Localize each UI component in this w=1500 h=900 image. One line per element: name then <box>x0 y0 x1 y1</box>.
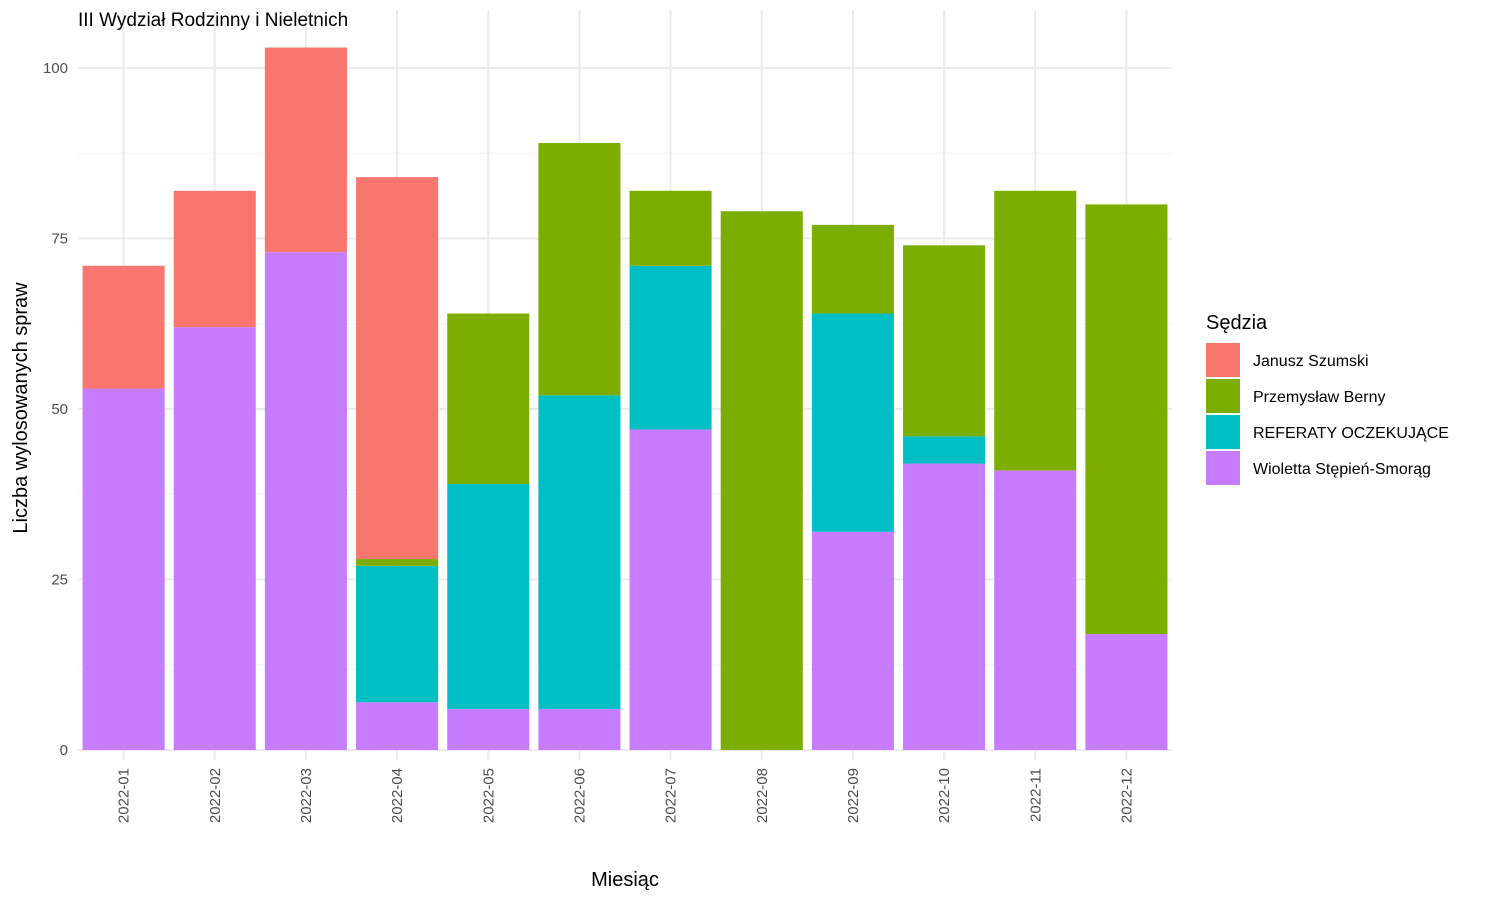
bar-2022-04-wioletta-st-pie-smor-g <box>356 702 439 750</box>
y-tick-label: 50 <box>51 401 68 418</box>
bar-2022-07-wioletta-st-pie-smor-g <box>629 429 712 750</box>
y-tick-label: 75 <box>51 231 68 248</box>
y-axis-ticks: 0 25 50 75 100 <box>43 60 68 759</box>
x-tick-label: 2022-06 <box>571 768 588 823</box>
bar-2022-02-wioletta-st-pie-smor-g <box>173 327 256 750</box>
legend-swatch <box>1206 379 1240 413</box>
bar-2022-07-referaty-oczekuj-ce <box>629 265 712 430</box>
x-tick-label: 2022-07 <box>663 768 680 823</box>
bar-2022-10-referaty-oczekuj-ce <box>903 436 986 464</box>
bar-2022-09-przemys-aw-berny <box>811 224 894 314</box>
y-tick-label: 0 <box>60 742 68 759</box>
legend-label: REFERATY OCZEKUJĄCE <box>1253 425 1449 442</box>
bar-2022-04-janusz-szumski <box>356 177 439 560</box>
bar-2022-03-wioletta-st-pie-smor-g <box>264 252 347 750</box>
bar-2022-04-referaty-oczekuj-ce <box>356 565 439 703</box>
bar-2022-06-wioletta-st-pie-smor-g <box>538 709 621 750</box>
bar-2022-10-wioletta-st-pie-smor-g <box>903 463 986 750</box>
legend-label: Janusz Szumski <box>1253 353 1369 370</box>
x-tick-label: 2022-03 <box>298 768 315 823</box>
bar-2022-05-referaty-oczekuj-ce <box>447 484 530 710</box>
legend-title: Sędzia <box>1206 312 1268 334</box>
x-tick-label: 2022-08 <box>754 768 771 823</box>
legend-swatch <box>1206 451 1240 485</box>
bar-2022-08-przemys-aw-berny <box>720 211 803 751</box>
x-tick-label: 2022-02 <box>207 768 224 823</box>
x-tick-label: 2022-01 <box>116 768 133 823</box>
bar-2022-05-przemys-aw-berny <box>447 313 530 485</box>
bar-2022-11-przemys-aw-berny <box>994 190 1077 471</box>
bar-2022-06-referaty-oczekuj-ce <box>538 395 621 710</box>
y-axis-title: Liczba wylosowanych spraw <box>10 282 32 534</box>
x-tick-label: 2022-10 <box>936 768 953 823</box>
y-tick-label: 25 <box>51 572 68 589</box>
x-axis-ticks: 2022-01 2022-02 2022-03 2022-04 2022-05 2022-… <box>116 768 1136 823</box>
bar-2022-06-przemys-aw-berny <box>538 143 621 396</box>
bar-2022-07-przemys-aw-berny <box>629 190 712 266</box>
x-tick-label: 2022-11 <box>1027 768 1044 822</box>
legend-swatch <box>1206 415 1240 449</box>
x-tick-label: 2022-09 <box>845 768 862 823</box>
x-tick-label: 2022-12 <box>1118 768 1135 823</box>
bar-2022-09-referaty-oczekuj-ce <box>811 313 894 532</box>
legend-label: Wioletta Stępień-Smorąg <box>1253 461 1431 478</box>
bars <box>82 47 1168 751</box>
bar-2022-01-janusz-szumski <box>82 265 165 389</box>
chart-title: III Wydział Rodzinny i Nieletnich <box>78 10 348 31</box>
bar-2022-05-wioletta-st-pie-smor-g <box>447 709 530 750</box>
x-tick-label: 2022-05 <box>480 768 497 823</box>
bar-2022-09-wioletta-st-pie-smor-g <box>811 531 894 750</box>
bar-2022-12-wioletta-st-pie-smor-g <box>1085 634 1168 750</box>
bar-2022-12-przemys-aw-berny <box>1085 204 1168 635</box>
bar-2022-10-przemys-aw-berny <box>903 245 986 437</box>
legend-swatch <box>1206 343 1240 377</box>
bar-2022-11-wioletta-st-pie-smor-g <box>994 470 1077 750</box>
bar-2022-01-wioletta-st-pie-smor-g <box>82 388 165 750</box>
bar-2022-02-janusz-szumski <box>173 190 256 328</box>
x-axis-title: Miesiąc <box>591 869 659 891</box>
y-tick-label: 100 <box>43 60 68 77</box>
legend: Sędzia Janusz Szumski Przemysław Berny REF… <box>1206 312 1449 485</box>
bar-2022-03-janusz-szumski <box>264 47 347 253</box>
bar-2022-04-przemys-aw-berny <box>356 559 439 566</box>
legend-label: Przemysław Berny <box>1253 389 1385 406</box>
x-tick-label: 2022-04 <box>389 768 406 823</box>
